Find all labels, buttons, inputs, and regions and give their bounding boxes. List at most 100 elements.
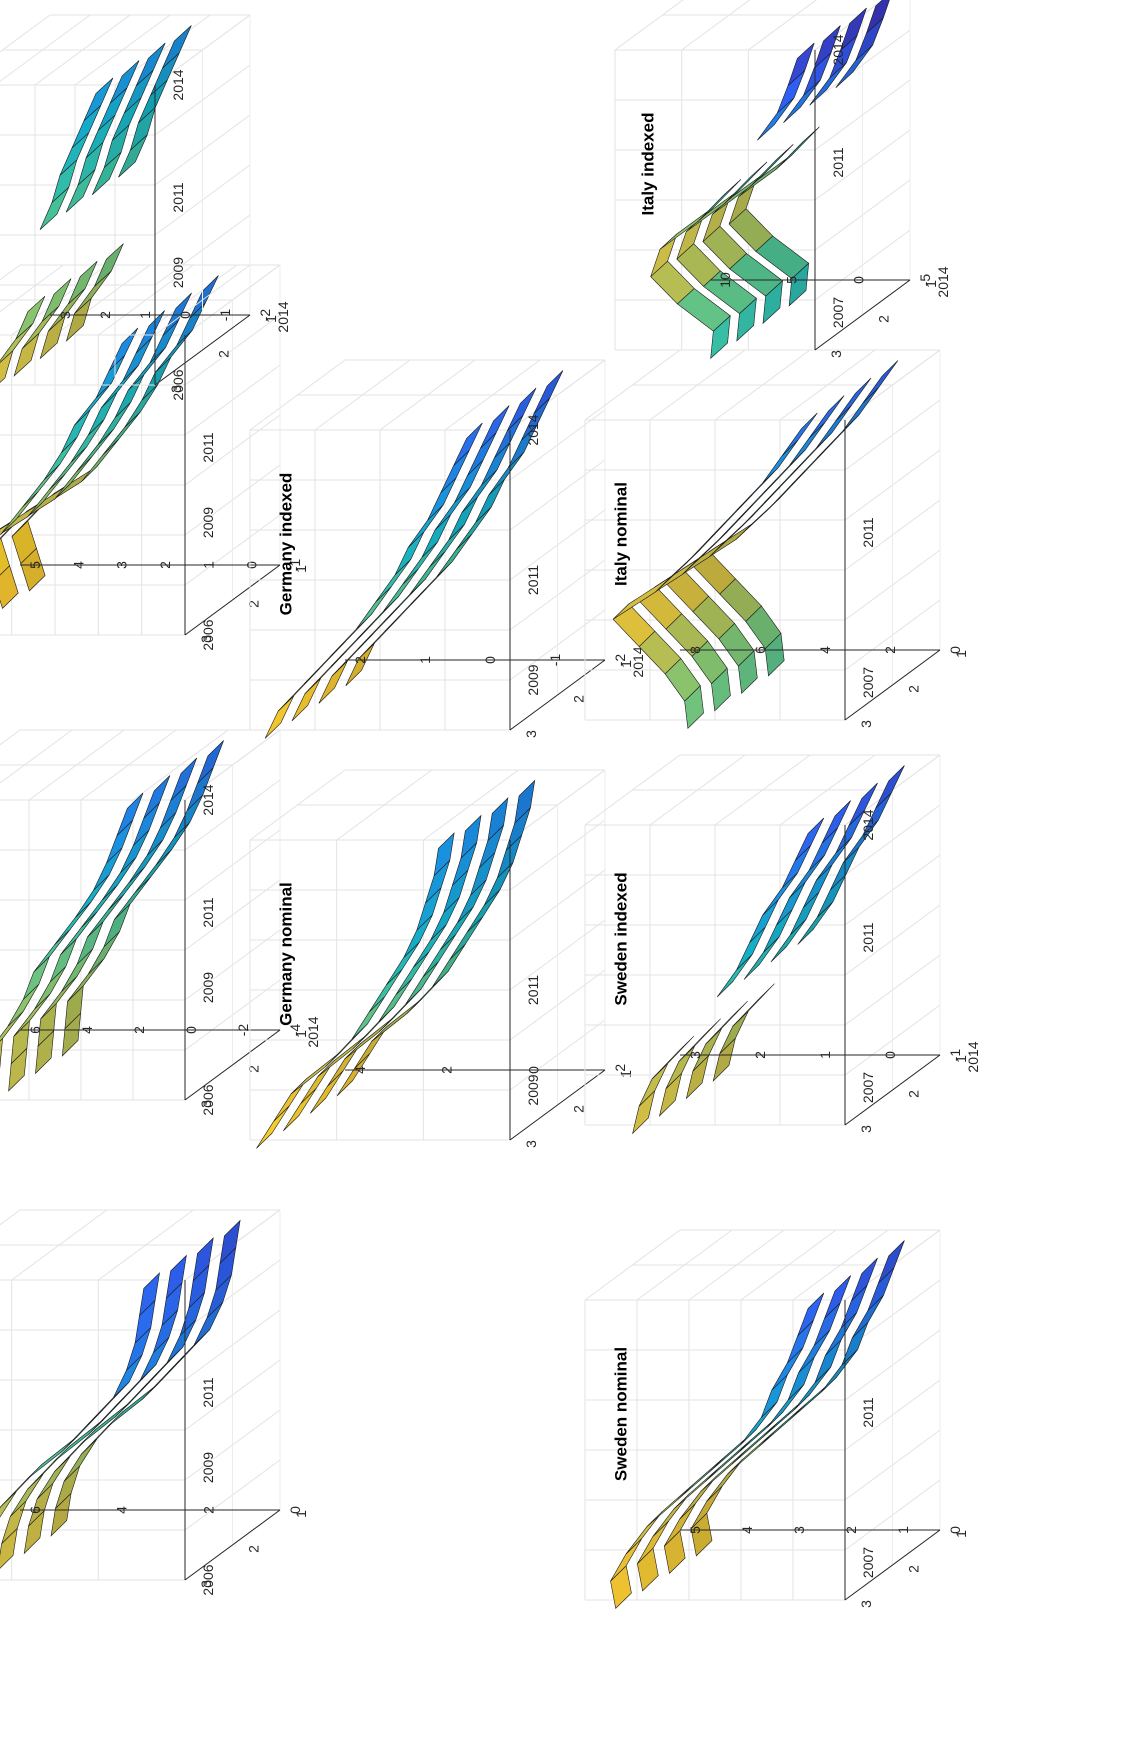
surface-france-indexed bbox=[0, 25, 192, 383]
maturity-axis-line bbox=[844, 649, 941, 721]
panel-italy-indexed: -5 0 5 10 1 2 3 2007 2011 2014 2014 Italy indexed bbox=[614, 0, 951, 360]
panel-italy-nominal: 0 2 4 6 8 1 2 3 2007 2011 Italy nominal bbox=[584, 349, 969, 730]
panel-title: Sweden indexed bbox=[612, 872, 631, 1005]
z-tick-label: -4 bbox=[287, 1024, 303, 1037]
surface-patch bbox=[507, 387, 537, 431]
time-tick-label: 2006 bbox=[200, 619, 216, 650]
time-tick-label: 2006 bbox=[170, 369, 186, 400]
maturity-tick-label: 3 bbox=[858, 1600, 874, 1608]
time-tick-label: 2011 bbox=[170, 182, 186, 212]
z-tick-label: -2 bbox=[612, 654, 628, 667]
surface-patch bbox=[139, 1272, 160, 1317]
surface-patch bbox=[673, 1466, 721, 1510]
z-tick-label: -1 bbox=[547, 654, 563, 667]
surface-patch bbox=[143, 775, 171, 819]
z-tick-label: 4 bbox=[79, 1026, 95, 1034]
surface-sweden-indexed bbox=[632, 765, 905, 1135]
maturity-tick-label: 2 bbox=[571, 1105, 587, 1113]
surface-patch bbox=[775, 126, 820, 170]
z-tick-label: 0 bbox=[947, 646, 963, 654]
surface-sweden-nominal bbox=[610, 1240, 905, 1610]
maturity-tick-label: 1 bbox=[953, 1530, 969, 1538]
panel-france-nominal: -1012345123200620092011France nominal bbox=[0, 264, 309, 651]
grid-line bbox=[0, 729, 21, 746]
time-tick-label: 2011 bbox=[860, 922, 876, 952]
maturity-axis-line bbox=[509, 659, 606, 731]
surface-patch bbox=[170, 757, 198, 801]
surface-patch bbox=[651, 1035, 695, 1080]
maturity-axis-line bbox=[509, 1069, 606, 1141]
maturity-tick-label: 2 bbox=[876, 315, 892, 323]
surface-patch bbox=[165, 1254, 187, 1300]
surface-patch bbox=[867, 1267, 895, 1311]
maturity-tick-label: 2 bbox=[571, 695, 587, 703]
z-tick-label: 2 bbox=[882, 646, 898, 654]
maturity-tick-label: 3 bbox=[198, 1100, 214, 1108]
z-tick-label: 0 bbox=[882, 1051, 898, 1059]
surface-patch bbox=[95, 355, 126, 399]
time-tick-label: 2011 bbox=[200, 432, 216, 462]
surface-patch bbox=[427, 477, 457, 521]
time-tick-label: 2014 bbox=[860, 809, 876, 840]
panel-france-indexed: -2-1012312320062009201120142014France in… bbox=[0, 14, 291, 401]
surface-patch bbox=[264, 695, 295, 739]
grid-line bbox=[681, 0, 751, 51]
time-tick-label: 2014 bbox=[170, 69, 186, 100]
surface-patch bbox=[757, 97, 795, 141]
z-tick-label: 5 bbox=[27, 561, 43, 569]
maturity-tick-label: 2 bbox=[906, 685, 922, 693]
surface-patch bbox=[291, 678, 321, 722]
surface-patch bbox=[732, 983, 775, 1027]
time-tick-label: 2014 bbox=[525, 414, 541, 445]
surface-italy-indexed bbox=[650, 0, 890, 360]
surface-italy-nominal bbox=[612, 360, 899, 730]
surface-patch bbox=[0, 1037, 3, 1067]
surface-patch bbox=[318, 660, 348, 704]
panel-title: Italy nominal bbox=[612, 482, 631, 586]
surface-patch bbox=[83, 77, 114, 121]
corner-tick-label: 2014 bbox=[305, 1016, 321, 1047]
maturity-tick-label: 1 bbox=[618, 660, 634, 668]
maturity-axis-line bbox=[184, 1029, 281, 1101]
surface-patch bbox=[851, 1257, 878, 1301]
time-tick-label: 2009 bbox=[200, 1452, 216, 1483]
time-tick-label: 2009 bbox=[200, 507, 216, 538]
surface-patch bbox=[162, 25, 192, 69]
maturity-tick-label: 3 bbox=[168, 385, 184, 393]
surface-patch bbox=[840, 7, 867, 51]
z-tick-label: 4 bbox=[70, 561, 86, 569]
surface-patch bbox=[448, 496, 478, 540]
time-tick-label: 2006 bbox=[200, 1564, 216, 1595]
z-tick-label: 4 bbox=[817, 646, 833, 654]
z-tick-label: 6 bbox=[27, 1026, 43, 1034]
z-tick-label: -1 bbox=[947, 1049, 963, 1062]
surface-patch bbox=[835, 377, 872, 421]
surface-patch bbox=[646, 1483, 695, 1527]
z-tick-label: -1 bbox=[217, 309, 233, 322]
time-tick-label: 2014 bbox=[830, 34, 846, 65]
panel-title: Sweden nominal bbox=[612, 1347, 631, 1481]
maturity-tick-label: 3 bbox=[198, 1580, 214, 1588]
surface-germany-indexed bbox=[264, 370, 564, 739]
surface-patch bbox=[781, 845, 812, 889]
surface-patch bbox=[394, 531, 425, 575]
surface-patch bbox=[433, 832, 455, 877]
z-tick-label: 6 bbox=[27, 1506, 43, 1514]
surface-patch bbox=[878, 1240, 905, 1284]
z-tick-label: 5 bbox=[687, 1526, 703, 1534]
surface-patch bbox=[808, 395, 845, 439]
time-tick-label: 2011 bbox=[200, 897, 216, 927]
surface-patch bbox=[421, 514, 451, 558]
maturity-tick-label: 2 bbox=[216, 350, 232, 358]
panel-title: Italy indexed bbox=[639, 113, 658, 216]
surface-patch bbox=[219, 1219, 241, 1265]
maturity-axis-line bbox=[184, 1509, 281, 1581]
z-tick-label: 0 bbox=[525, 1066, 541, 1074]
time-tick-label: 2011 bbox=[525, 565, 541, 595]
surface-patch bbox=[697, 179, 742, 223]
surface-patch bbox=[162, 292, 192, 336]
z-tick-label: 3 bbox=[687, 1051, 703, 1059]
surface-patch bbox=[862, 360, 899, 404]
